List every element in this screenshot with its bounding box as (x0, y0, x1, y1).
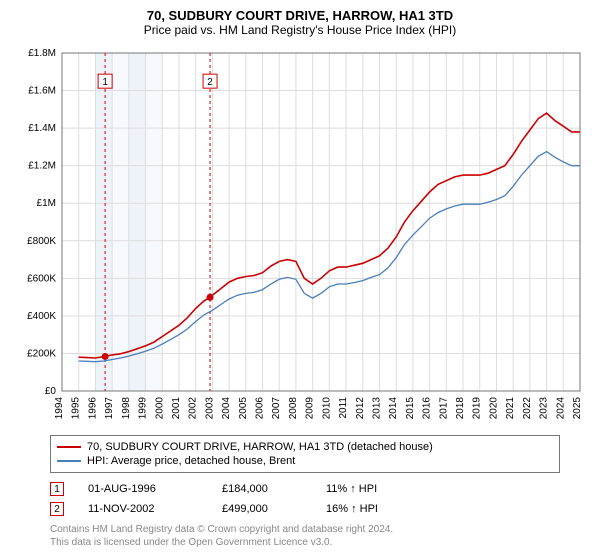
svg-text:2000: 2000 (154, 397, 165, 420)
footer-line-1: Contains HM Land Registry data © Crown c… (50, 523, 560, 536)
svg-text:2018: 2018 (455, 397, 466, 420)
svg-text:2010: 2010 (321, 397, 332, 420)
svg-text:2002: 2002 (188, 397, 199, 420)
svg-text:2: 2 (207, 77, 213, 88)
svg-text:2011: 2011 (338, 397, 349, 419)
svg-text:2022: 2022 (522, 397, 533, 420)
svg-text:£1M: £1M (37, 198, 56, 209)
svg-text:£1.8M: £1.8M (28, 48, 56, 59)
event-price: £184,000 (222, 483, 302, 495)
svg-text:£0: £0 (45, 386, 57, 397)
svg-text:2008: 2008 (288, 397, 299, 420)
legend-swatch (57, 460, 81, 462)
legend-row: HPI: Average price, detached house, Bren… (57, 454, 553, 468)
footer-attribution: Contains HM Land Registry data © Crown c… (50, 523, 560, 549)
legend-label: HPI: Average price, detached house, Bren… (87, 455, 295, 467)
svg-text:2024: 2024 (555, 397, 566, 420)
line-chart-svg: £0 £200K £400K £600K £800K £1M £1.2M £1.4M £1.6M… (10, 43, 590, 431)
svg-text:2005: 2005 (238, 397, 249, 420)
svg-text:2009: 2009 (305, 397, 316, 420)
svg-text:2001: 2001 (171, 397, 182, 420)
svg-text:2003: 2003 (204, 397, 215, 420)
legend-swatch (57, 446, 81, 448)
svg-text:2013: 2013 (371, 397, 382, 420)
chart-plot-area: £0 £200K £400K £600K £800K £1M £1.2M £1.4M £1.6M… (10, 43, 590, 431)
svg-text:1997: 1997 (104, 397, 115, 420)
footer-line-2: This data is licensed under the Open Gov… (50, 536, 560, 549)
svg-text:2014: 2014 (388, 397, 399, 420)
legend-box: 70, SUDBURY COURT DRIVE, HARROW, HA1 3TD… (50, 435, 560, 473)
svg-text:1: 1 (102, 77, 108, 88)
legend-row: 70, SUDBURY COURT DRIVE, HARROW, HA1 3TD… (57, 440, 553, 454)
svg-text:2020: 2020 (488, 397, 499, 420)
events-table: 1 01-AUG-1996 £184,000 11% ↑ HPI 2 11-NOV-200… (50, 479, 560, 519)
svg-text:£800K: £800K (27, 236, 56, 247)
event-marker-box: 2 (50, 502, 64, 516)
svg-text:2015: 2015 (405, 397, 416, 420)
svg-text:1994: 1994 (54, 397, 65, 420)
svg-text:2019: 2019 (472, 397, 483, 420)
svg-text:£1.2M: £1.2M (28, 161, 56, 172)
svg-text:1999: 1999 (138, 397, 149, 420)
svg-text:2023: 2023 (539, 397, 550, 420)
event-hpi: 16% ↑ HPI (326, 503, 406, 515)
chart-container: 70, SUDBURY COURT DRIVE, HARROW, HA1 3TD… (0, 0, 600, 560)
svg-text:2007: 2007 (271, 397, 282, 420)
event-row: 1 01-AUG-1996 £184,000 11% ↑ HPI (50, 479, 560, 499)
event-hpi: 11% ↑ HPI (326, 483, 406, 495)
event-date: 11-NOV-2002 (88, 503, 198, 515)
legend-label: 70, SUDBURY COURT DRIVE, HARROW, HA1 3TD… (87, 441, 433, 453)
svg-text:£600K: £600K (27, 273, 56, 284)
svg-text:2016: 2016 (422, 397, 433, 420)
event-date: 01-AUG-1996 (88, 483, 198, 495)
event-row: 2 11-NOV-2002 £499,000 16% ↑ HPI (50, 499, 560, 519)
svg-text:1998: 1998 (121, 397, 132, 420)
svg-text:2012: 2012 (355, 397, 366, 420)
svg-text:2006: 2006 (255, 397, 266, 420)
event-price: £499,000 (222, 503, 302, 515)
svg-text:1996: 1996 (87, 397, 98, 420)
svg-text:£1.6M: £1.6M (28, 86, 56, 97)
svg-text:£1.4M: £1.4M (28, 123, 56, 134)
svg-text:£200K: £200K (27, 348, 56, 359)
svg-text:2004: 2004 (221, 397, 232, 420)
event-marker-box: 1 (50, 482, 64, 496)
svg-text:1995: 1995 (71, 397, 82, 420)
svg-text:2017: 2017 (438, 397, 449, 420)
svg-text:2025: 2025 (572, 397, 583, 420)
chart-subtitle: Price paid vs. HM Land Registry's House … (10, 23, 590, 37)
svg-text:£400K: £400K (27, 311, 56, 322)
svg-text:2021: 2021 (505, 397, 516, 420)
chart-title: 70, SUDBURY COURT DRIVE, HARROW, HA1 3TD (10, 8, 590, 23)
